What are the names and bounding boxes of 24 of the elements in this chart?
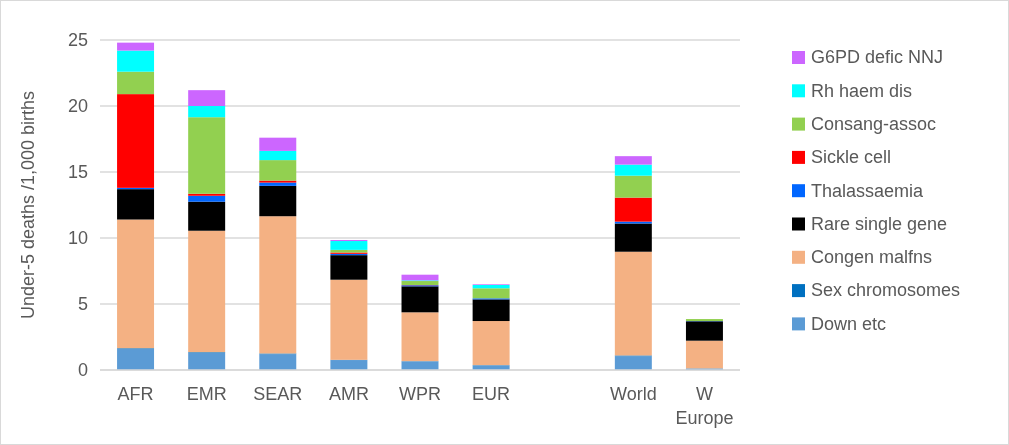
x-tick-label: AFR bbox=[117, 384, 154, 404]
legend-label: G6PD defic NNJ bbox=[811, 47, 944, 68]
y-tick-label: 0 bbox=[77, 360, 88, 381]
legend-label: Consang-assoc bbox=[811, 113, 937, 134]
x-tick-label: W Europe bbox=[675, 384, 734, 428]
legend-label: Down etc bbox=[811, 313, 887, 334]
x-tick-label: EMR bbox=[186, 384, 227, 404]
y-axis-title: Under-5 deaths /1,000 births bbox=[18, 90, 38, 320]
legend-label: Rare single gene bbox=[811, 213, 948, 234]
x-tick-label: AMR bbox=[328, 384, 369, 404]
legend-label: Congen malfns bbox=[811, 247, 933, 268]
y-tick-label: 25 bbox=[67, 30, 88, 51]
x-tick-label: World bbox=[609, 384, 657, 404]
x-tick-label: WPR bbox=[399, 384, 441, 404]
legend-label: Sickle cell bbox=[811, 147, 892, 168]
y-tick-label: 5 bbox=[77, 294, 88, 315]
y-tick-label: 15 bbox=[67, 162, 88, 183]
y-tick-label: 10 bbox=[67, 228, 88, 249]
x-tick-label: SEAR bbox=[253, 384, 303, 404]
legend-label: Sex chromosomes bbox=[811, 280, 961, 301]
y-tick-label: 20 bbox=[67, 96, 88, 117]
legend-label: Thalassaemia bbox=[811, 180, 925, 201]
legend-label: Rh haem dis bbox=[811, 80, 913, 101]
x-tick-label: EUR bbox=[472, 384, 511, 404]
